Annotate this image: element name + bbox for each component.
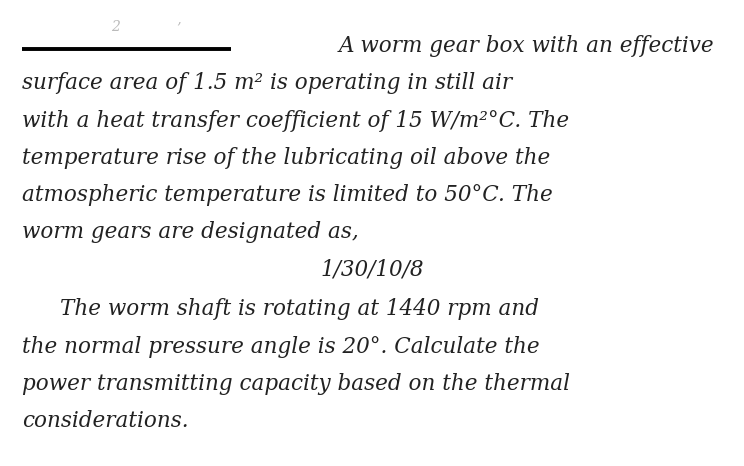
Text: ’: ’: [176, 21, 181, 35]
Text: surface area of 1.5 m² is operating in still air: surface area of 1.5 m² is operating in s…: [22, 72, 513, 94]
Text: with a heat transfer coefficient of 15 W/m²°C. The: with a heat transfer coefficient of 15 W…: [22, 110, 569, 131]
Text: 2: 2: [111, 20, 120, 34]
Text: power transmitting capacity based on the thermal: power transmitting capacity based on the…: [22, 373, 571, 395]
Text: atmospheric temperature is limited to 50°C. The: atmospheric temperature is limited to 50…: [22, 184, 553, 206]
Text: 1/30/10/8: 1/30/10/8: [320, 259, 424, 281]
Text: the normal pressure angle is 20°. Calculate the: the normal pressure angle is 20°. Calcul…: [22, 336, 540, 357]
Text: A worm gear box with an effective: A worm gear box with an effective: [339, 35, 714, 57]
Text: The worm shaft is rotating at 1440 rpm and: The worm shaft is rotating at 1440 rpm a…: [60, 298, 539, 320]
Text: worm gears are designated as,: worm gears are designated as,: [22, 221, 359, 243]
Text: considerations.: considerations.: [22, 410, 189, 432]
Text: temperature rise of the lubricating oil above the: temperature rise of the lubricating oil …: [22, 147, 551, 169]
